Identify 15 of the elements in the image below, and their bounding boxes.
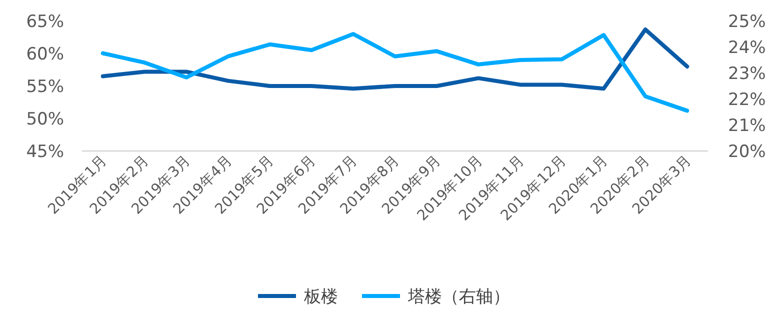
y-tick-label: 55% (26, 77, 64, 97)
y2-tick-label: 22% (728, 90, 766, 110)
y2-tick-label: 20% (728, 142, 766, 162)
y-tick-label: 60% (26, 44, 64, 64)
line-series (100, 27, 690, 91)
y2-tick-label: 25% (728, 12, 766, 32)
line-series (100, 32, 690, 113)
legend-label: 板楼 (303, 287, 338, 307)
y-tick-label: 45% (26, 142, 64, 162)
y2-tick-label: 23% (728, 64, 766, 84)
legend-label: 塔楼（右轴） (407, 287, 510, 307)
y2-tick-label: 24% (728, 38, 766, 58)
y-tick-label: 50% (26, 110, 64, 130)
y-tick-label: 65% (26, 12, 64, 32)
y2-tick-label: 21% (728, 116, 766, 136)
